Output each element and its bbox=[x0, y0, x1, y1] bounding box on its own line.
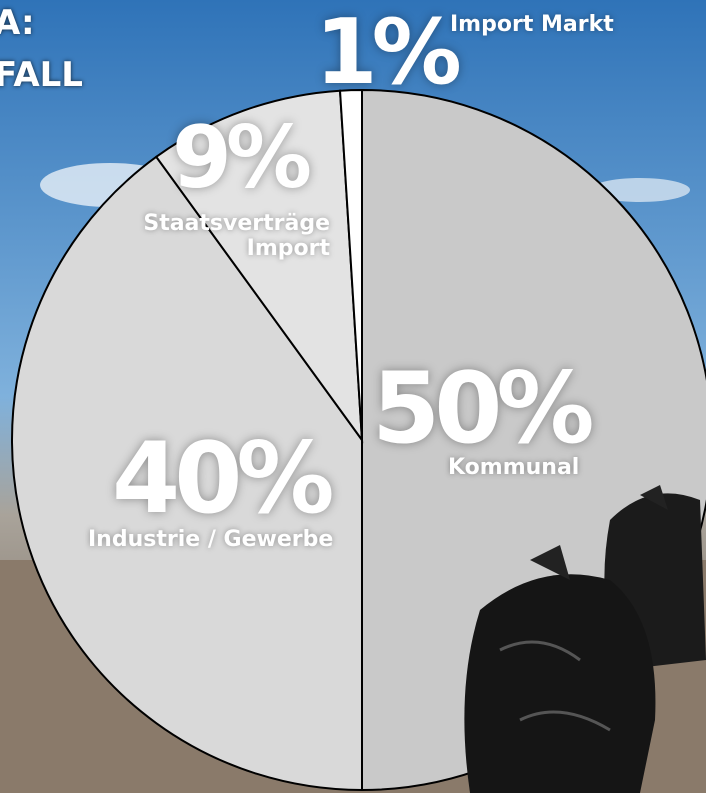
category-label: Import Markt bbox=[450, 12, 650, 37]
value-label: 9% bbox=[172, 115, 306, 201]
category-label: Staatsverträge Import bbox=[130, 211, 330, 262]
value-label: 50% bbox=[372, 360, 589, 458]
infographic: A: FALL 50%Kommunal 40%Industrie / Gewerb… bbox=[0, 0, 706, 793]
value-label: 1% bbox=[315, 8, 456, 98]
title-line: A: bbox=[0, 6, 35, 40]
category-label: Industrie / Gewerbe bbox=[88, 527, 388, 552]
title-line: FALL bbox=[0, 58, 83, 92]
category-label: Kommunal bbox=[448, 455, 648, 480]
value-label: 40% bbox=[112, 430, 329, 528]
background bbox=[0, 0, 706, 793]
trash-bag bbox=[464, 574, 655, 793]
